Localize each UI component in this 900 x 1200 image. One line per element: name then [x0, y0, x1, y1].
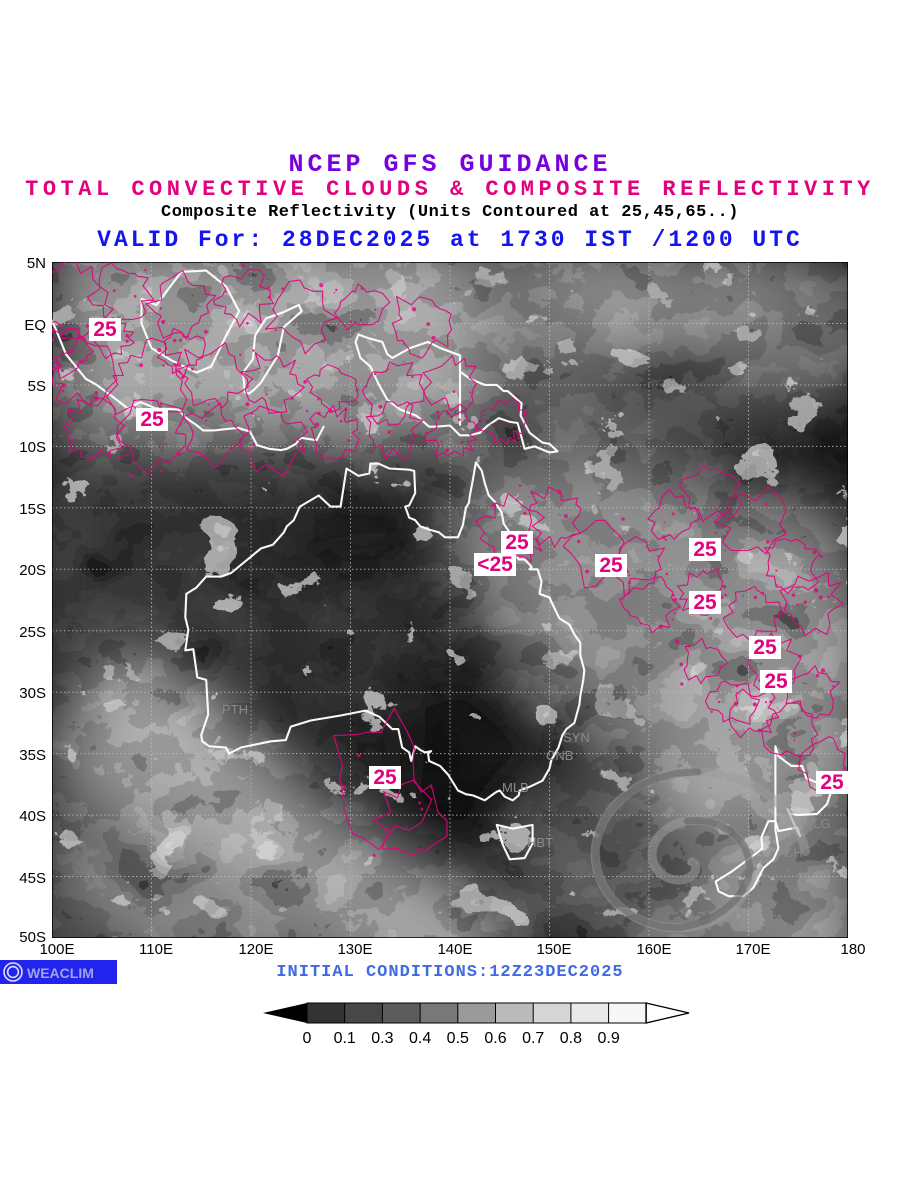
svg-text:MLB: MLB: [502, 780, 529, 795]
svg-text:25: 25: [140, 408, 164, 431]
svg-text:25: 25: [753, 636, 777, 659]
svg-text:0.1: 0.1: [334, 1030, 356, 1047]
svg-text:25: 25: [599, 554, 623, 577]
svg-text:25: 25: [693, 591, 717, 614]
svg-text:25: 25: [93, 318, 117, 341]
svg-text:0.9: 0.9: [597, 1030, 619, 1047]
svg-text:SYN: SYN: [563, 730, 590, 745]
svg-text:<25: <25: [477, 553, 513, 576]
svg-text:PTH: PTH: [222, 702, 248, 717]
svg-text:0: 0: [303, 1030, 312, 1047]
svg-text:0.6: 0.6: [484, 1030, 506, 1047]
svg-text:0.5: 0.5: [447, 1030, 469, 1047]
svg-text:25: 25: [505, 531, 529, 554]
svg-text:25: 25: [693, 538, 717, 561]
svg-text:WLG: WLG: [801, 816, 831, 831]
svg-text:0.7: 0.7: [522, 1030, 544, 1047]
svg-text:25: 25: [764, 670, 788, 693]
svg-text:CNB: CNB: [546, 748, 573, 763]
svg-text:25: 25: [820, 771, 844, 794]
svg-text:25: 25: [373, 766, 397, 789]
svg-text:0.8: 0.8: [560, 1030, 582, 1047]
svg-text:0.4: 0.4: [409, 1030, 431, 1047]
svg-text:HBT: HBT: [527, 835, 553, 850]
svg-text:0.3: 0.3: [371, 1030, 393, 1047]
svg-text:CH: CH: [784, 845, 803, 860]
